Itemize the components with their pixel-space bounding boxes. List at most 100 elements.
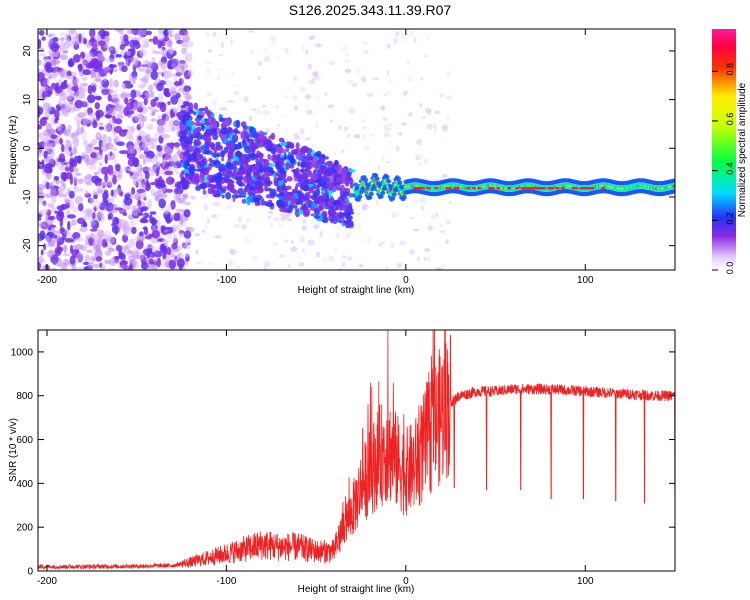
heatmap-cell (166, 29, 173, 35)
heatmap-cell (160, 61, 167, 71)
heatmap-cell (323, 177, 330, 182)
heatmap-cell (185, 101, 190, 106)
heatmap-cell (277, 173, 285, 179)
y-tick-label: 800 (16, 391, 33, 402)
heatmap-cell (313, 73, 320, 81)
heatmap-cell (82, 38, 87, 45)
heatmap-cell (343, 204, 349, 209)
heatmap-cell (265, 128, 270, 133)
heatmap-cell (358, 223, 361, 229)
heatmap-cell (441, 124, 449, 132)
heatmap-cell (307, 239, 315, 246)
heatmap-cell (137, 114, 145, 120)
heatmap-cell (284, 194, 292, 202)
heatmap-cell (291, 169, 298, 173)
heatmap-cell (263, 48, 268, 52)
heatmap-cell (183, 85, 192, 92)
heatmap-cell (127, 168, 136, 172)
heatmap-cell (258, 152, 263, 162)
heatmap-cell (148, 84, 154, 93)
heatmap-cell (67, 220, 71, 231)
heatmap-cell (396, 262, 404, 266)
heatmap-cell (85, 41, 92, 48)
heatmap-cell (361, 76, 366, 83)
heatmap-cell (311, 77, 315, 85)
heatmap-cell (170, 108, 174, 119)
heatmap-cell (41, 159, 45, 168)
heatmap-cell (390, 241, 394, 249)
heatmap-cell (82, 215, 91, 221)
heatmap-cell (137, 199, 142, 207)
heatmap-cell (218, 53, 223, 57)
heatmap-cell (301, 44, 304, 52)
heatmap-cell (49, 151, 56, 157)
heatmap-cell (345, 232, 350, 239)
heatmap-cell (118, 249, 123, 258)
heatmap-cell (187, 45, 190, 48)
heatmap-cell (155, 181, 164, 190)
heatmap-cell (218, 167, 226, 171)
heatmap-cell (248, 30, 255, 33)
heatmap-cell (121, 82, 127, 90)
heatmap-cell (235, 265, 241, 269)
heatmap-cell (186, 95, 192, 100)
heatmap-cell (164, 146, 171, 157)
heatmap-cell (330, 119, 333, 123)
heatmap-cell (344, 175, 349, 183)
heatmap-cell (68, 59, 74, 68)
heatmap-cell (351, 82, 357, 88)
heatmap-cell (278, 160, 285, 167)
heatmap-cell (231, 71, 235, 78)
heatmap-cell (53, 67, 59, 77)
heatmap-cell (316, 188, 320, 197)
heatmap-cell (280, 154, 284, 159)
heatmap-cell (188, 102, 194, 111)
heatmap-cell (269, 35, 276, 40)
heatmap-cell (38, 39, 42, 49)
heatmap-cell (273, 217, 280, 221)
heatmap-cell (72, 175, 78, 185)
heatmap-cell (185, 172, 189, 178)
heatmap-cell (66, 71, 72, 77)
heatmap-cell (298, 156, 303, 161)
heatmap-cell (38, 184, 46, 190)
heatmap-cell (242, 174, 251, 184)
heatmap-cell (258, 76, 261, 81)
heatmap-cell (173, 213, 180, 222)
heatmap-cell (227, 100, 235, 103)
heatmap-cell (42, 102, 51, 111)
heatmap-cell (203, 204, 208, 211)
heatmap-cell (356, 212, 361, 216)
heatmap-cell (147, 203, 151, 212)
heatmap-cell (402, 39, 407, 42)
heatmap-cell (287, 263, 291, 269)
heatmap-cell (167, 33, 174, 38)
heatmap-cell (281, 148, 288, 154)
heatmap-cell (343, 211, 350, 217)
heatmap-cell (399, 240, 406, 246)
heatmap-cell (92, 85, 96, 93)
colorbar-gradient (712, 29, 736, 270)
heatmap-cell (424, 107, 432, 113)
heatmap-cell (119, 44, 125, 51)
heatmap-cell (124, 83, 134, 89)
heatmap-cell (155, 167, 160, 177)
heatmap-cell (180, 65, 185, 74)
heatmap-cell (98, 40, 106, 46)
heatmap-cell (278, 224, 285, 228)
heatmap-cell (96, 52, 105, 61)
heatmap-cell (220, 35, 224, 38)
heatmap-cell (70, 71, 77, 77)
heatmap-cell (123, 196, 133, 206)
heatmap-cell (204, 223, 209, 230)
heatmap-cell (157, 219, 162, 228)
heatmap-cell (332, 206, 339, 211)
heatmap-cell (98, 126, 105, 131)
heatmap-cell (154, 96, 159, 102)
heatmap-cell (318, 174, 323, 179)
heatmap-cell (54, 117, 59, 124)
heatmap-cell (104, 250, 112, 256)
heatmap-cell (237, 142, 242, 147)
heatmap-cell (590, 187, 595, 190)
heatmap-cell (399, 122, 405, 126)
